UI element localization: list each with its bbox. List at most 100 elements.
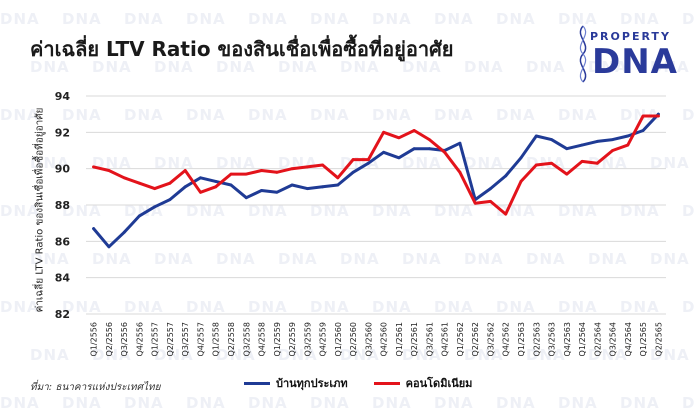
x-tick-label: Q1/2564 <box>578 322 587 356</box>
data-point-1 <box>290 167 294 171</box>
data-point-0 <box>305 187 309 191</box>
series-line-1 <box>92 114 660 216</box>
x-tick-label: Q4/2560 <box>380 322 389 356</box>
data-point-1 <box>92 165 96 169</box>
x-tick-label: Q3/2562 <box>486 322 495 356</box>
data-point-1 <box>138 181 141 185</box>
x-tick-label: Q2/2562 <box>471 322 480 356</box>
x-tick-label: Q1/2565 <box>639 322 648 356</box>
x-tick-label: Q3/2557 <box>181 322 190 356</box>
data-point-0 <box>122 230 126 234</box>
data-point-1 <box>153 187 157 191</box>
source-note: ที่มา: ธนาคารแห่งประเทศไทย <box>30 382 161 393</box>
data-point-1 <box>565 172 569 176</box>
data-point-0 <box>336 183 340 187</box>
data-point-1 <box>641 114 645 118</box>
y-tick-label: 88 <box>55 199 70 212</box>
data-point-0 <box>199 176 202 180</box>
data-point-1 <box>443 150 447 154</box>
x-tick-label: Q1/2558 <box>212 322 221 356</box>
x-tick-label: Q1/2559 <box>273 322 282 356</box>
legend-item-condominium: คอนโดมิเนียม <box>373 374 473 392</box>
data-point-0 <box>92 227 96 231</box>
x-tick-label: Q4/2557 <box>196 322 205 356</box>
x-tick-label: Q1/2562 <box>456 322 465 356</box>
data-point-1 <box>550 161 553 165</box>
x-tick-label: Q1/2560 <box>334 322 343 356</box>
data-point-0 <box>153 205 157 209</box>
data-point-0 <box>428 147 431 151</box>
x-tick-label: Q1/2556 <box>90 322 99 356</box>
data-point-1 <box>366 158 370 161</box>
data-point-1 <box>611 149 614 152</box>
logo-text-dna: DNA <box>592 42 678 82</box>
data-point-1 <box>168 181 172 185</box>
data-point-1 <box>397 136 401 140</box>
data-point-1 <box>489 199 492 203</box>
data-point-1 <box>412 129 416 132</box>
data-point-0 <box>351 170 355 174</box>
x-tick-label: Q2/2560 <box>349 322 358 356</box>
data-point-0 <box>321 185 324 189</box>
data-point-1 <box>656 114 660 118</box>
series-line-0 <box>92 112 660 249</box>
data-point-0 <box>611 138 614 142</box>
x-tick-label: Q2/2564 <box>593 322 602 356</box>
x-tick-label: Q4/2559 <box>319 322 328 356</box>
data-point-0 <box>504 174 508 178</box>
property-dna-logo: PROPERTY DNA <box>572 24 682 84</box>
x-tick-label: Q1/2557 <box>151 322 160 356</box>
data-point-0 <box>275 190 279 194</box>
data-point-1 <box>351 158 355 161</box>
data-point-0 <box>458 141 462 145</box>
data-point-1 <box>214 185 218 189</box>
y-tick-label: 92 <box>55 126 70 139</box>
x-tick-label: Q2/2556 <box>105 322 114 356</box>
x-tick-label: Q3/2563 <box>548 322 557 356</box>
legend: บ้านทุกประเภท คอนโดมิเนียม <box>244 374 472 392</box>
data-point-0 <box>534 134 538 138</box>
legend-item-all-houses: บ้านทุกประเภท <box>244 374 348 392</box>
data-point-1 <box>199 190 202 194</box>
dna-helix-icon <box>579 25 587 83</box>
data-point-0 <box>565 147 569 151</box>
logo-text-top: PROPERTY <box>590 30 671 43</box>
x-tick-label: Q3/2556 <box>120 322 129 356</box>
legend-label-all-houses: บ้านทุกประเภท <box>276 377 348 390</box>
legend-label-condominium: คอนโดมิเนียม <box>405 377 473 390</box>
data-point-0 <box>595 140 599 143</box>
data-point-1 <box>336 176 340 180</box>
x-tick-label: Q3/2564 <box>609 322 618 356</box>
data-point-1 <box>473 201 477 205</box>
data-point-1 <box>229 172 233 176</box>
data-point-0 <box>260 189 263 192</box>
x-tick-label: Q4/2563 <box>563 322 572 356</box>
data-point-1 <box>428 138 431 142</box>
y-tick-label: 90 <box>55 163 71 176</box>
data-point-0 <box>382 150 386 154</box>
data-point-0 <box>366 161 370 165</box>
data-point-0 <box>290 183 294 187</box>
legend-swatch-blue <box>244 381 270 385</box>
data-point-0 <box>412 147 416 151</box>
data-point-0 <box>138 214 141 218</box>
x-tick-label: Q4/2564 <box>624 322 633 356</box>
data-point-0 <box>107 245 111 249</box>
data-point-1 <box>626 143 630 147</box>
data-point-0 <box>489 187 492 191</box>
data-point-1 <box>305 165 309 169</box>
data-point-1 <box>260 169 263 172</box>
data-point-0 <box>214 179 218 183</box>
data-point-1 <box>382 130 386 134</box>
x-tick-label: Q3/2558 <box>242 322 251 356</box>
y-tick-label: 82 <box>55 308 70 321</box>
y-tick-label: 94 <box>55 90 71 103</box>
data-point-0 <box>641 129 645 132</box>
data-point-0 <box>229 183 233 187</box>
x-tick-label: Q4/2562 <box>502 322 511 356</box>
data-point-0 <box>183 185 187 189</box>
data-point-1 <box>458 170 462 174</box>
data-point-0 <box>397 156 401 160</box>
data-point-1 <box>519 179 523 183</box>
